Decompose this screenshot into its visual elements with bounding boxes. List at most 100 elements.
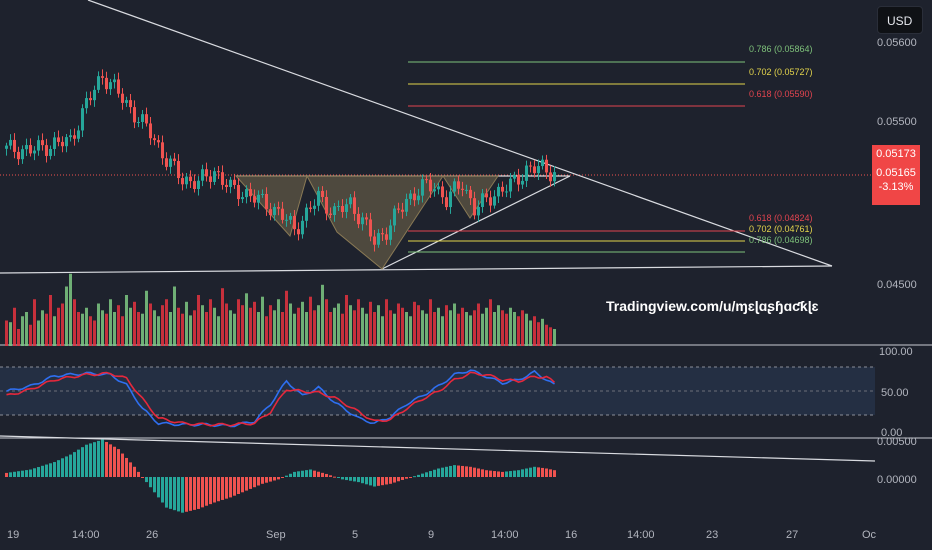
candle-body: [97, 76, 100, 90]
volume-bar: [25, 312, 28, 346]
macd-histogram-bar: [261, 477, 264, 484]
macd-histogram-bar: [373, 477, 376, 487]
watermark-text: Tradingview.com/u/ɱɛɭɑʂɧɑƈƙɭɛ: [606, 298, 819, 314]
volume-bar: [289, 303, 292, 346]
candle-body: [321, 190, 324, 197]
volume-bar: [541, 318, 544, 346]
candle-body: [137, 121, 140, 123]
macd-histogram-bar: [545, 468, 548, 477]
macd-histogram-bar: [133, 466, 136, 477]
macd-histogram-bar: [421, 473, 424, 477]
candle-body: [413, 193, 416, 201]
volume-bar: [165, 299, 168, 346]
candle-body: [369, 219, 372, 237]
volume-layer: [5, 273, 556, 346]
candle-body: [501, 186, 504, 192]
candle-body: [129, 100, 132, 108]
volume-bar: [109, 299, 112, 346]
fib-label-lower: 0.786 (0.04698): [749, 235, 813, 245]
volume-bar: [373, 312, 376, 346]
macd-histogram-bar: [365, 477, 368, 485]
macd-histogram-bar: [197, 477, 200, 509]
candle-body: [357, 213, 360, 225]
macd-histogram-bar: [437, 468, 440, 477]
candle-body: [205, 169, 208, 177]
candle-body: [401, 209, 404, 212]
volume-bar: [277, 299, 280, 346]
stoch-tick: 50.00: [881, 387, 909, 399]
macd-histogram-bar: [273, 477, 276, 481]
candle-body: [433, 189, 436, 192]
volume-bar: [489, 299, 492, 346]
macd-histogram-bar: [409, 477, 412, 478]
candle-body: [489, 197, 492, 206]
volume-bar: [85, 307, 88, 346]
candle-body: [313, 205, 316, 209]
candle-body: [185, 176, 188, 185]
macd-histogram-bar: [5, 472, 8, 477]
volume-bar: [173, 286, 176, 346]
candle-body: [305, 207, 308, 221]
candle-body: [213, 171, 216, 182]
macd-histogram-bar: [65, 456, 68, 477]
candle-body: [385, 234, 388, 240]
candle-body: [469, 189, 472, 199]
candle-body: [493, 196, 496, 206]
volume-bar: [253, 301, 256, 346]
macd-histogram-bar: [445, 466, 448, 477]
macd-histogram-bar: [489, 470, 492, 477]
macd-histogram-bar: [449, 465, 452, 477]
volume-bar: [449, 310, 452, 346]
volume-bar: [281, 312, 284, 346]
volume-bar: [273, 310, 276, 346]
macd-histogram-bar: [357, 477, 360, 483]
macd-histogram-bar: [493, 471, 496, 477]
volume-bar: [257, 312, 260, 346]
volume-bar: [329, 312, 332, 346]
volume-bar: [189, 315, 192, 346]
close-price-badge: 0.05165 -3.13%: [872, 163, 920, 205]
macd-histogram-bar: [317, 471, 320, 477]
candle-body: [301, 220, 304, 235]
candle-body: [145, 114, 148, 124]
macd-histogram-bar: [205, 477, 208, 506]
candle-body: [105, 77, 108, 90]
macd-histogram-bar: [517, 470, 520, 477]
candle-body: [477, 206, 480, 216]
macd-histogram-bar: [137, 471, 140, 477]
candle-body: [241, 197, 244, 200]
volume-bar: [429, 299, 432, 346]
candle-body: [325, 196, 328, 214]
volume-bar: [401, 307, 404, 346]
volume-bar: [113, 312, 116, 346]
macd-histogram-bar: [293, 471, 296, 477]
volume-bar: [425, 313, 428, 346]
macd-histogram-bar: [53, 462, 56, 477]
macd-histogram-bar: [233, 477, 236, 496]
macd-histogram-bar: [549, 469, 552, 477]
time-tick: Oc: [862, 529, 877, 541]
volume-bar: [141, 313, 144, 346]
currency-button[interactable]: USD: [877, 6, 923, 34]
candle-body: [461, 188, 464, 190]
volume-bar: [409, 316, 412, 346]
candle-body: [389, 225, 392, 240]
macd-histogram-bar: [349, 477, 352, 481]
macd-histogram-bar: [473, 467, 476, 477]
volume-bar: [337, 303, 340, 346]
volume-bar: [381, 316, 384, 346]
volume-bar: [525, 313, 528, 346]
volume-bar: [305, 312, 308, 346]
volume-bar: [57, 307, 60, 346]
volume-bar: [357, 299, 360, 346]
time-tick: 19: [7, 529, 19, 541]
time-tick: 5: [352, 529, 358, 541]
candle-body: [45, 145, 48, 156]
candle-body: [549, 172, 552, 182]
volume-bar: [121, 316, 124, 346]
fib-labels: 0.786 (0.05864) 0.702 (0.05727) 0.618 (0…: [749, 44, 813, 245]
candle-body: [277, 207, 280, 209]
candle-body: [341, 206, 344, 212]
time-tick: 23: [706, 529, 718, 541]
volume-bar: [129, 307, 132, 346]
